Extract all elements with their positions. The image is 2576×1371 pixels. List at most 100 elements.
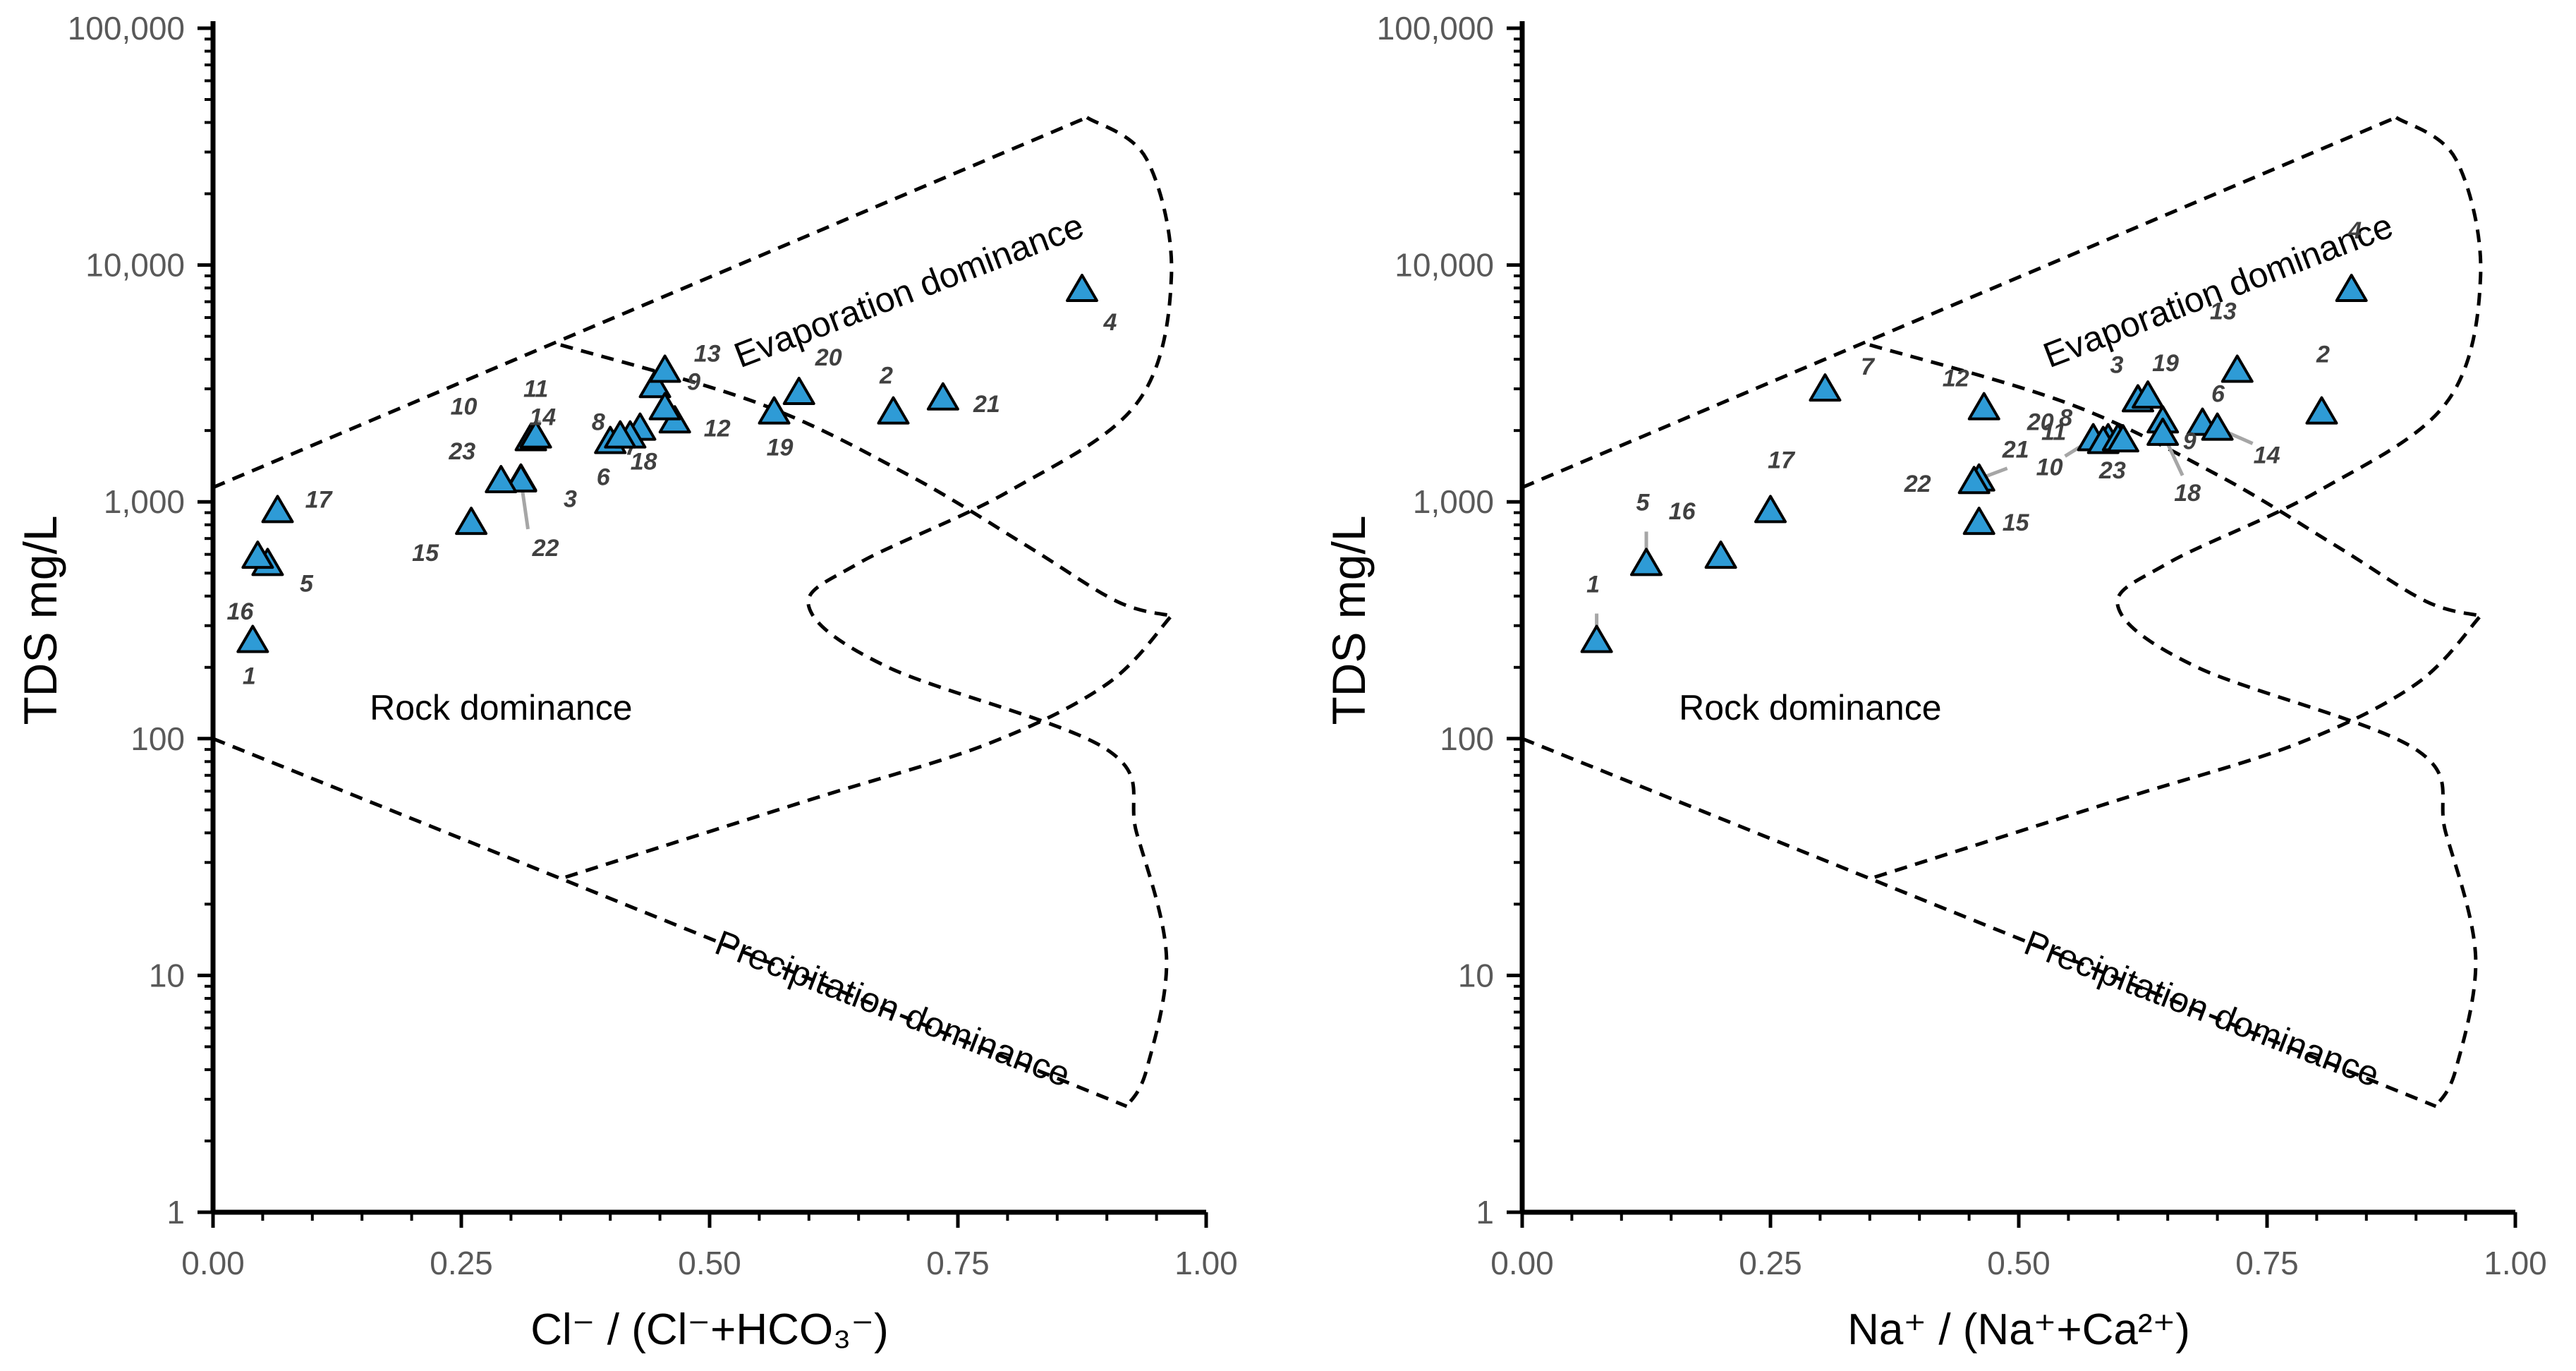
data-point-1 bbox=[1580, 624, 1613, 653]
y-tick-label: 10,000 bbox=[85, 247, 185, 284]
data-point-15 bbox=[1962, 507, 1995, 536]
data-point-label-16: 16 bbox=[226, 598, 254, 625]
region-label-rock: Rock dominance bbox=[370, 688, 632, 727]
data-point-13 bbox=[648, 354, 681, 383]
region-label-precipitation: Precipitation dominance bbox=[710, 923, 1075, 1095]
x-tick-label: 0.25 bbox=[1739, 1245, 1802, 1281]
data-point-13 bbox=[2220, 354, 2254, 383]
x-axis-title: Na⁺ / (Na⁺+Ca²⁺) bbox=[1847, 1305, 2190, 1354]
data-point-label-5: 5 bbox=[1636, 489, 1651, 516]
data-point-label-23: 23 bbox=[448, 438, 475, 465]
data-point-label-20: 20 bbox=[815, 344, 842, 371]
y-tick-label: 10 bbox=[1458, 957, 1494, 993]
data-point-label-18: 18 bbox=[631, 449, 657, 476]
y-tick-label: 100,000 bbox=[68, 10, 185, 47]
data-point-21 bbox=[926, 382, 959, 411]
y-tick-label: 1,000 bbox=[104, 483, 185, 520]
data-point-label-17: 17 bbox=[1768, 447, 1796, 473]
data-point-label-18: 18 bbox=[2174, 480, 2201, 507]
precipitation-boundary-line bbox=[1521, 737, 2437, 1109]
rock-upper-boundary-curve bbox=[560, 343, 1172, 618]
data-point-16 bbox=[1704, 540, 1737, 569]
outer-boundary-curve bbox=[806, 116, 1174, 1108]
data-point-label-9: 9 bbox=[2183, 428, 2197, 454]
data-point-14 bbox=[2201, 412, 2234, 441]
data-point-label-8: 8 bbox=[2059, 405, 2072, 432]
data-point-label-13: 13 bbox=[694, 341, 721, 368]
data-point-23 bbox=[2106, 424, 2139, 453]
y-axis-title: TDS mg/L bbox=[1323, 515, 1375, 725]
data-point-20 bbox=[782, 377, 815, 406]
data-point-label-3: 3 bbox=[564, 486, 577, 513]
evaporation-boundary-line bbox=[212, 116, 1088, 490]
y-tick-label: 1,000 bbox=[1413, 483, 1494, 520]
rock-lower-boundary-curve bbox=[565, 615, 1173, 879]
data-point-label-10: 10 bbox=[2036, 454, 2063, 481]
rock-upper-boundary-curve bbox=[1869, 343, 2481, 618]
data-point-17 bbox=[1754, 495, 1787, 524]
data-point-label-15: 15 bbox=[412, 540, 439, 567]
data-point-14 bbox=[604, 420, 637, 449]
outer-boundary-curve bbox=[2115, 116, 2483, 1108]
data-point-23 bbox=[485, 465, 518, 494]
data-point-4 bbox=[1066, 273, 1098, 302]
x-tick-label: 0.00 bbox=[1490, 1245, 1554, 1281]
data-point-label-16: 16 bbox=[1669, 498, 1696, 525]
data-point-label-20: 20 bbox=[2027, 409, 2054, 436]
data-point-2 bbox=[877, 396, 910, 425]
rock-lower-boundary-curve bbox=[1874, 615, 2482, 879]
data-point-label-4: 4 bbox=[1103, 309, 1117, 336]
data-point-label-10: 10 bbox=[451, 394, 478, 421]
data-point-label-22: 22 bbox=[532, 535, 559, 562]
x-tick-label: 0.75 bbox=[2235, 1245, 2299, 1281]
data-point-11 bbox=[519, 420, 552, 449]
data-point-label-5: 5 bbox=[300, 570, 314, 597]
data-point-18 bbox=[2146, 417, 2180, 446]
x-tick-label: 0.25 bbox=[430, 1245, 493, 1281]
data-point-7 bbox=[1809, 373, 1842, 402]
data-point-label-9: 9 bbox=[687, 368, 700, 395]
region-label-precipitation: Precipitation dominance bbox=[2019, 923, 2384, 1095]
y-tick-label: 1 bbox=[1476, 1194, 1494, 1231]
data-point-label-21: 21 bbox=[2002, 437, 2029, 464]
data-point-label-14: 14 bbox=[2254, 442, 2280, 469]
data-point-label-11: 11 bbox=[523, 376, 548, 403]
x-axis-title: Cl⁻ / (Cl⁻+HCO₃⁻) bbox=[530, 1305, 888, 1354]
data-point-label-12: 12 bbox=[704, 415, 731, 442]
y-tick-label: 100,000 bbox=[1377, 10, 1494, 47]
region-label-rock: Rock dominance bbox=[1679, 688, 1941, 727]
x-tick-label: 0.75 bbox=[926, 1245, 990, 1281]
data-point-label-3: 3 bbox=[2110, 351, 2123, 378]
x-tick-label: 0.00 bbox=[181, 1245, 245, 1281]
data-point-label-23: 23 bbox=[2098, 457, 2126, 484]
y-tick-label: 10 bbox=[149, 957, 185, 993]
data-point-1 bbox=[236, 624, 269, 653]
x-tick-label: 1.00 bbox=[2484, 1245, 2547, 1281]
data-point-22 bbox=[1957, 466, 1991, 495]
x-tick-label: 0.50 bbox=[678, 1245, 741, 1281]
data-point-15 bbox=[455, 507, 488, 536]
data-point-label-2: 2 bbox=[2316, 342, 2330, 368]
data-point-5 bbox=[1630, 548, 1663, 576]
data-point-label-13: 13 bbox=[2210, 298, 2237, 325]
evaporation-boundary-line bbox=[1521, 116, 2397, 490]
data-point-label-19: 19 bbox=[2152, 350, 2179, 377]
y-tick-label: 10,000 bbox=[1395, 247, 1494, 284]
data-point-label-22: 22 bbox=[1904, 471, 1931, 497]
data-point-9 bbox=[638, 370, 672, 399]
data-point-19 bbox=[2132, 380, 2165, 409]
left-chart: Evaporation dominance Rock dominance Preci… bbox=[14, 10, 1238, 1354]
data-point-label-4: 4 bbox=[2347, 217, 2362, 244]
data-point-16 bbox=[241, 540, 274, 569]
data-point-label-19: 19 bbox=[767, 435, 794, 461]
data-point-label-15: 15 bbox=[2003, 509, 2030, 536]
data-point-label-6: 6 bbox=[2211, 381, 2225, 408]
y-tick-label: 100 bbox=[1440, 720, 1494, 757]
data-point-label-2: 2 bbox=[879, 363, 893, 389]
data-point-label-6: 6 bbox=[597, 464, 611, 491]
data-point-22 bbox=[504, 464, 537, 493]
x-tick-label: 0.50 bbox=[1987, 1245, 2051, 1281]
data-point-label-1: 1 bbox=[1586, 572, 1600, 598]
